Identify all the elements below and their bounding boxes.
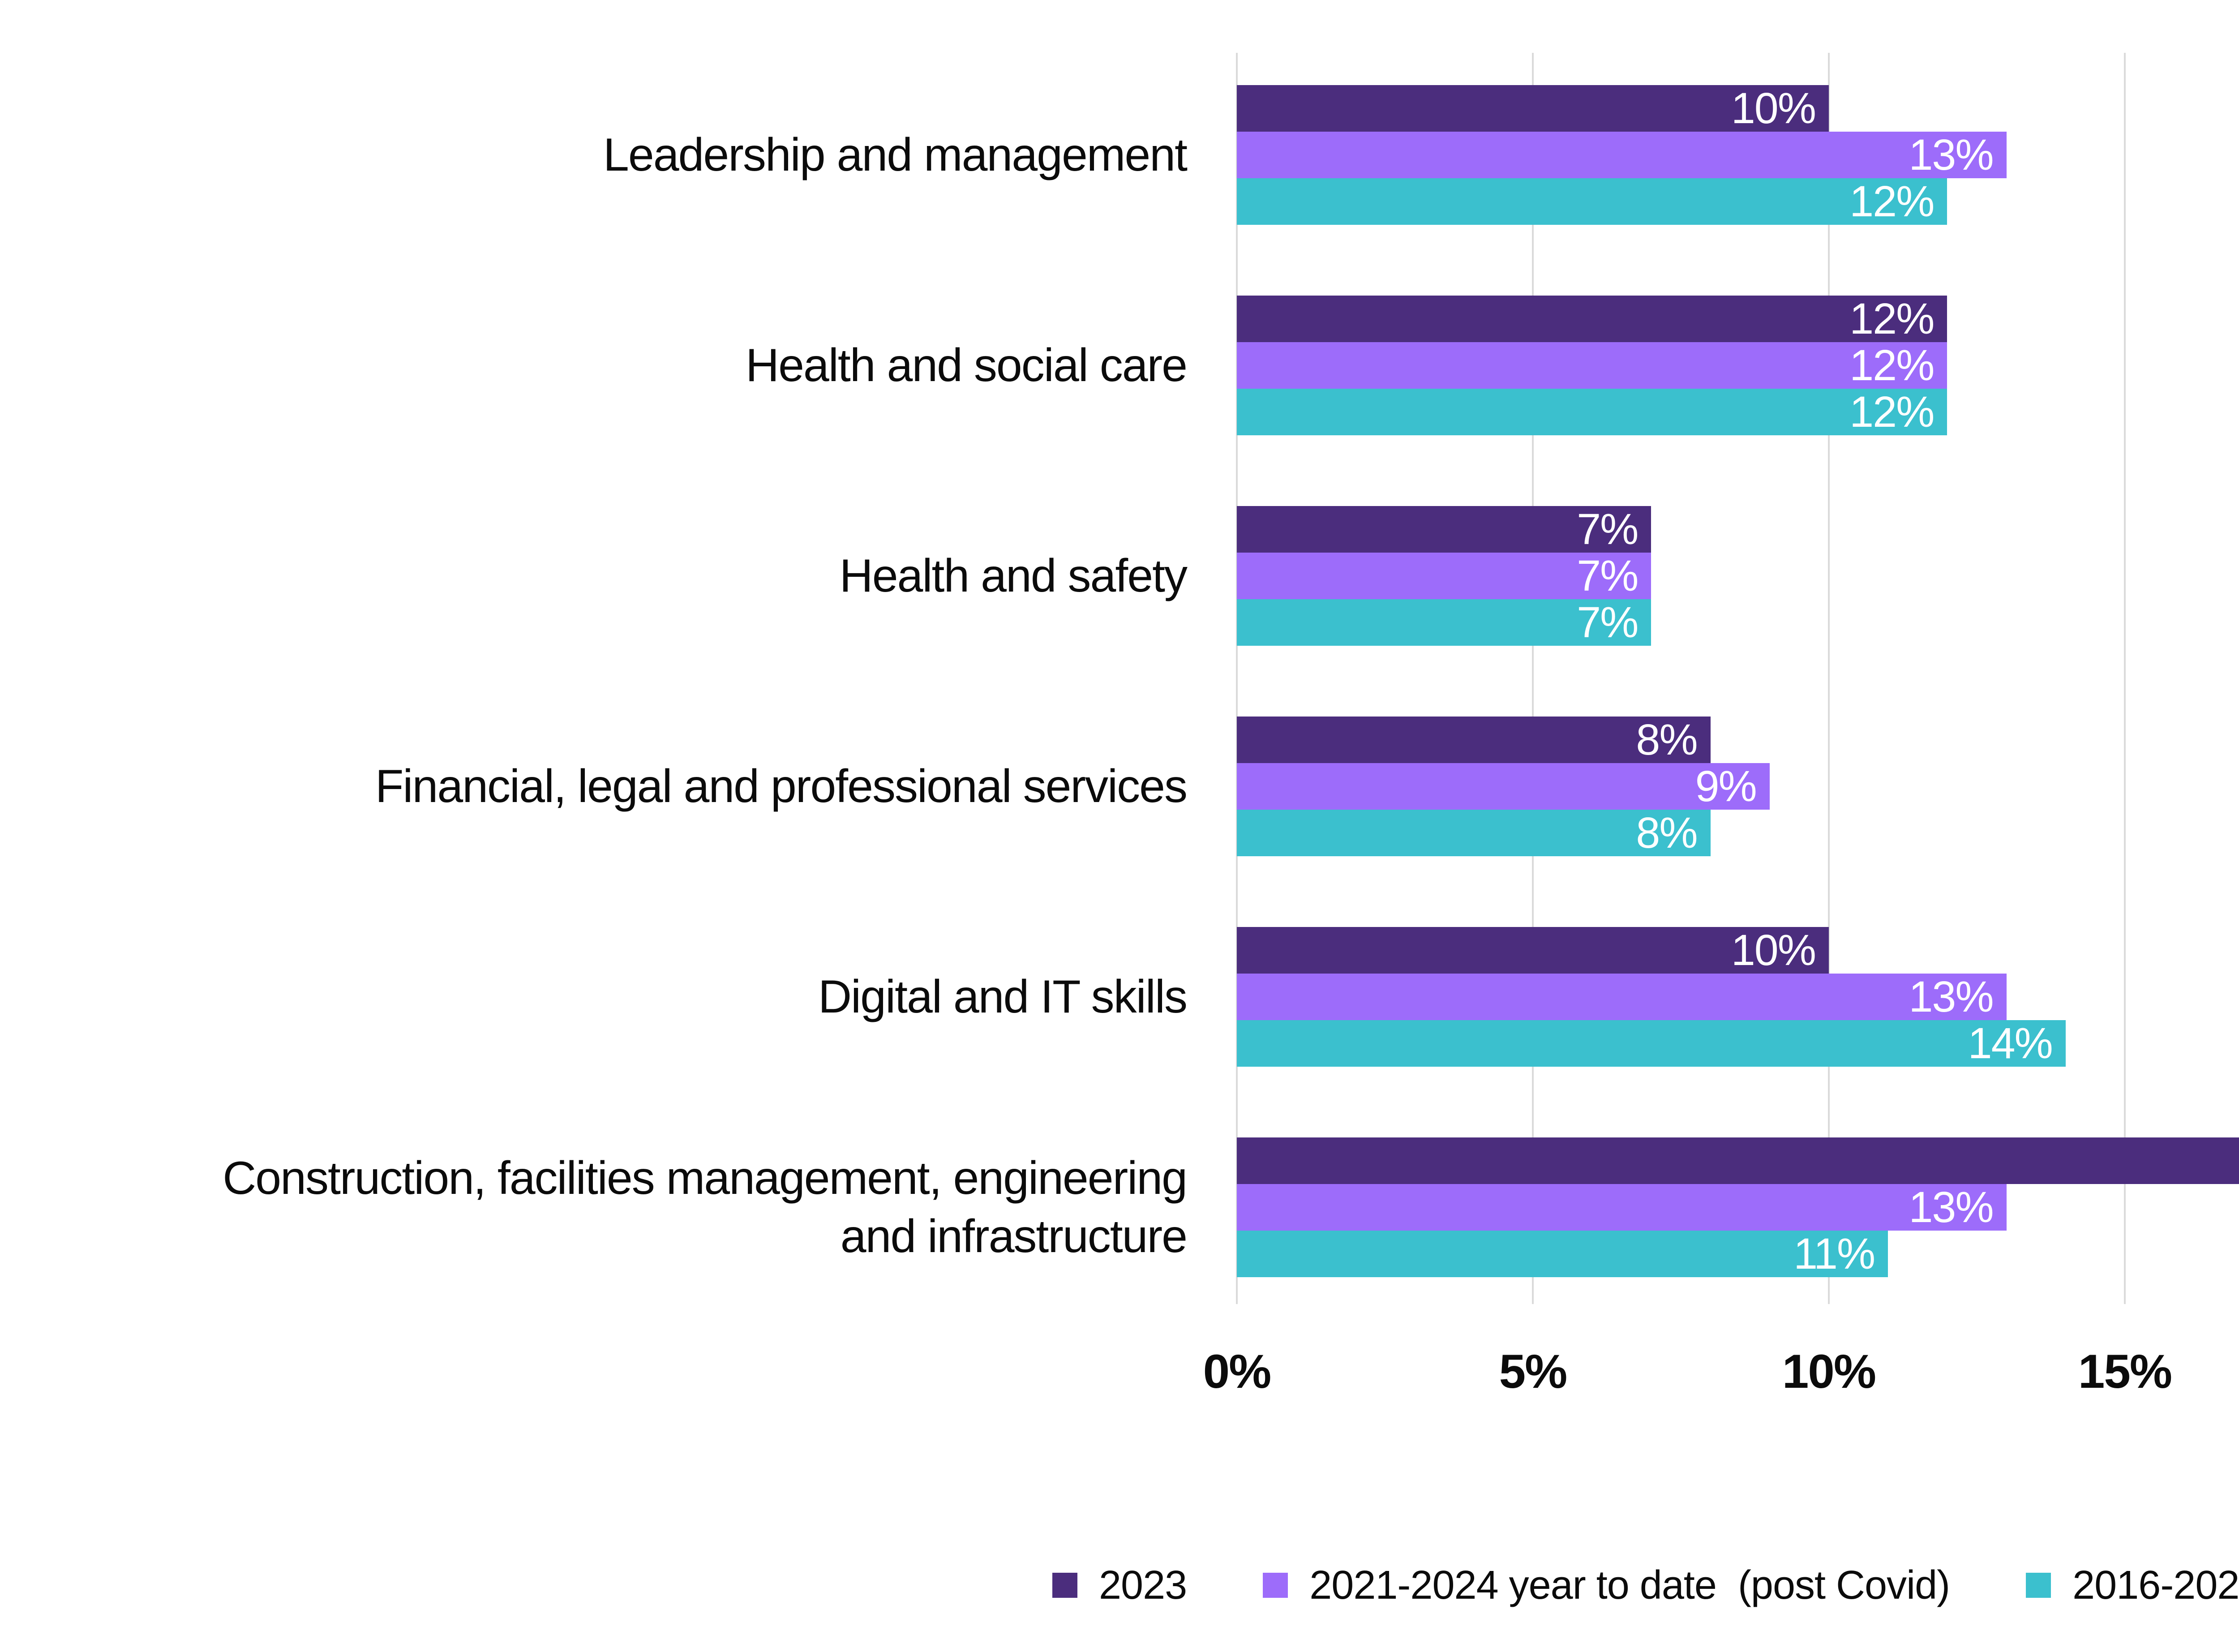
bar-series2: 12% [1237,341,1947,390]
category-label-line: Financial, legal and professional servic… [375,760,1188,812]
bar-series1: 19% [1237,1137,2239,1184]
legend-label: 2023 [1099,1562,1187,1608]
legend-swatch [1263,1573,1288,1598]
bar-value-label: 13% [1909,972,1994,1021]
category-label-line: Leadership and management [603,129,1188,181]
gridline [2124,53,2126,1304]
bar-series1: 10% [1237,926,1829,974]
category-label: Digital and IT skills [0,927,1188,1067]
bar-value-label: 9% [1695,762,1757,811]
bar-series3: 12% [1237,387,1947,436]
bar-series3: 7% [1237,598,1651,647]
bar-series1: 8% [1237,715,1711,764]
category-label: Health and safety [0,506,1188,646]
bar-series3: 11% [1237,1229,1888,1278]
legend-label: 2016-2024 year to date [2072,1562,2239,1608]
gridline [1532,53,1534,1304]
bar-value-label: 7% [1577,505,1639,554]
bar-series2: 13% [1237,130,2007,179]
bar-series2: 9% [1237,762,1770,811]
category-label-line: Digital and IT skills [818,971,1188,1023]
category-label: Leadership and management [0,85,1188,225]
x-tick-label: 15% [2078,1344,2172,1398]
legend-swatch [2026,1573,2051,1598]
bar-value-label: 7% [1577,598,1639,647]
bar-series1: 10% [1237,84,1829,133]
category-label: Health and social care [0,296,1188,435]
legend-item: 2023 [1052,1562,1187,1609]
bar-value-label: 8% [1636,715,1698,764]
bar-value-label: 12% [1849,177,1934,226]
legend-label: 2021-2024 year to date (post Covid) [1309,1562,1950,1608]
legend-item: 2021-2024 year to date (post Covid) [1263,1562,1950,1609]
bar-value-label: 11% [1793,1229,1875,1278]
bar-series2: 13% [1237,972,2007,1021]
bar-series2: 7% [1237,551,1651,600]
legend: 2023 2021-2024 year to date (post Covid) 2… [1052,1558,2239,1612]
bar-value-label: 14% [1968,1019,2053,1068]
bar-series1: 7% [1237,505,1651,554]
category-label-line: Construction, facilities management, eng… [223,1152,1188,1204]
category-label-line: Health and safety [839,550,1188,602]
bar-value-label: 8% [1636,808,1698,857]
legend-item: 2016-2024 year to date [2026,1562,2239,1609]
x-tick-label: 0% [1203,1344,1272,1398]
gridline [1236,53,1238,1304]
bar-value-label: 10% [1731,84,1816,133]
category-label: Construction, facilities management, eng… [0,1137,1188,1277]
bar-series3: 12% [1237,177,1947,226]
category-label-line: and infrastructure [840,1210,1188,1262]
bar-value-label: 10% [1731,926,1816,974]
bar-series2: 13% [1237,1183,2007,1231]
bar-series1: 12% [1237,294,1947,343]
bar-value-label: 12% [1849,294,1934,343]
bar-series3: 8% [1237,808,1711,857]
category-label-line: Health and social care [745,339,1188,391]
bar-value-label: 13% [1909,1183,1994,1231]
x-tick-label: 5% [1499,1344,1568,1398]
category-label: Financial, legal and professional servic… [0,717,1188,856]
x-tick-label: 10% [1782,1344,1876,1398]
gridline [1828,53,1830,1304]
bar-value-label: 12% [1849,341,1934,390]
bar-value-label: 7% [1577,551,1639,600]
bar-value-label: 12% [1849,387,1934,436]
bar-series3: 14% [1237,1019,2066,1068]
bar-value-label: 13% [1909,130,1994,179]
legend-swatch [1052,1573,1077,1598]
